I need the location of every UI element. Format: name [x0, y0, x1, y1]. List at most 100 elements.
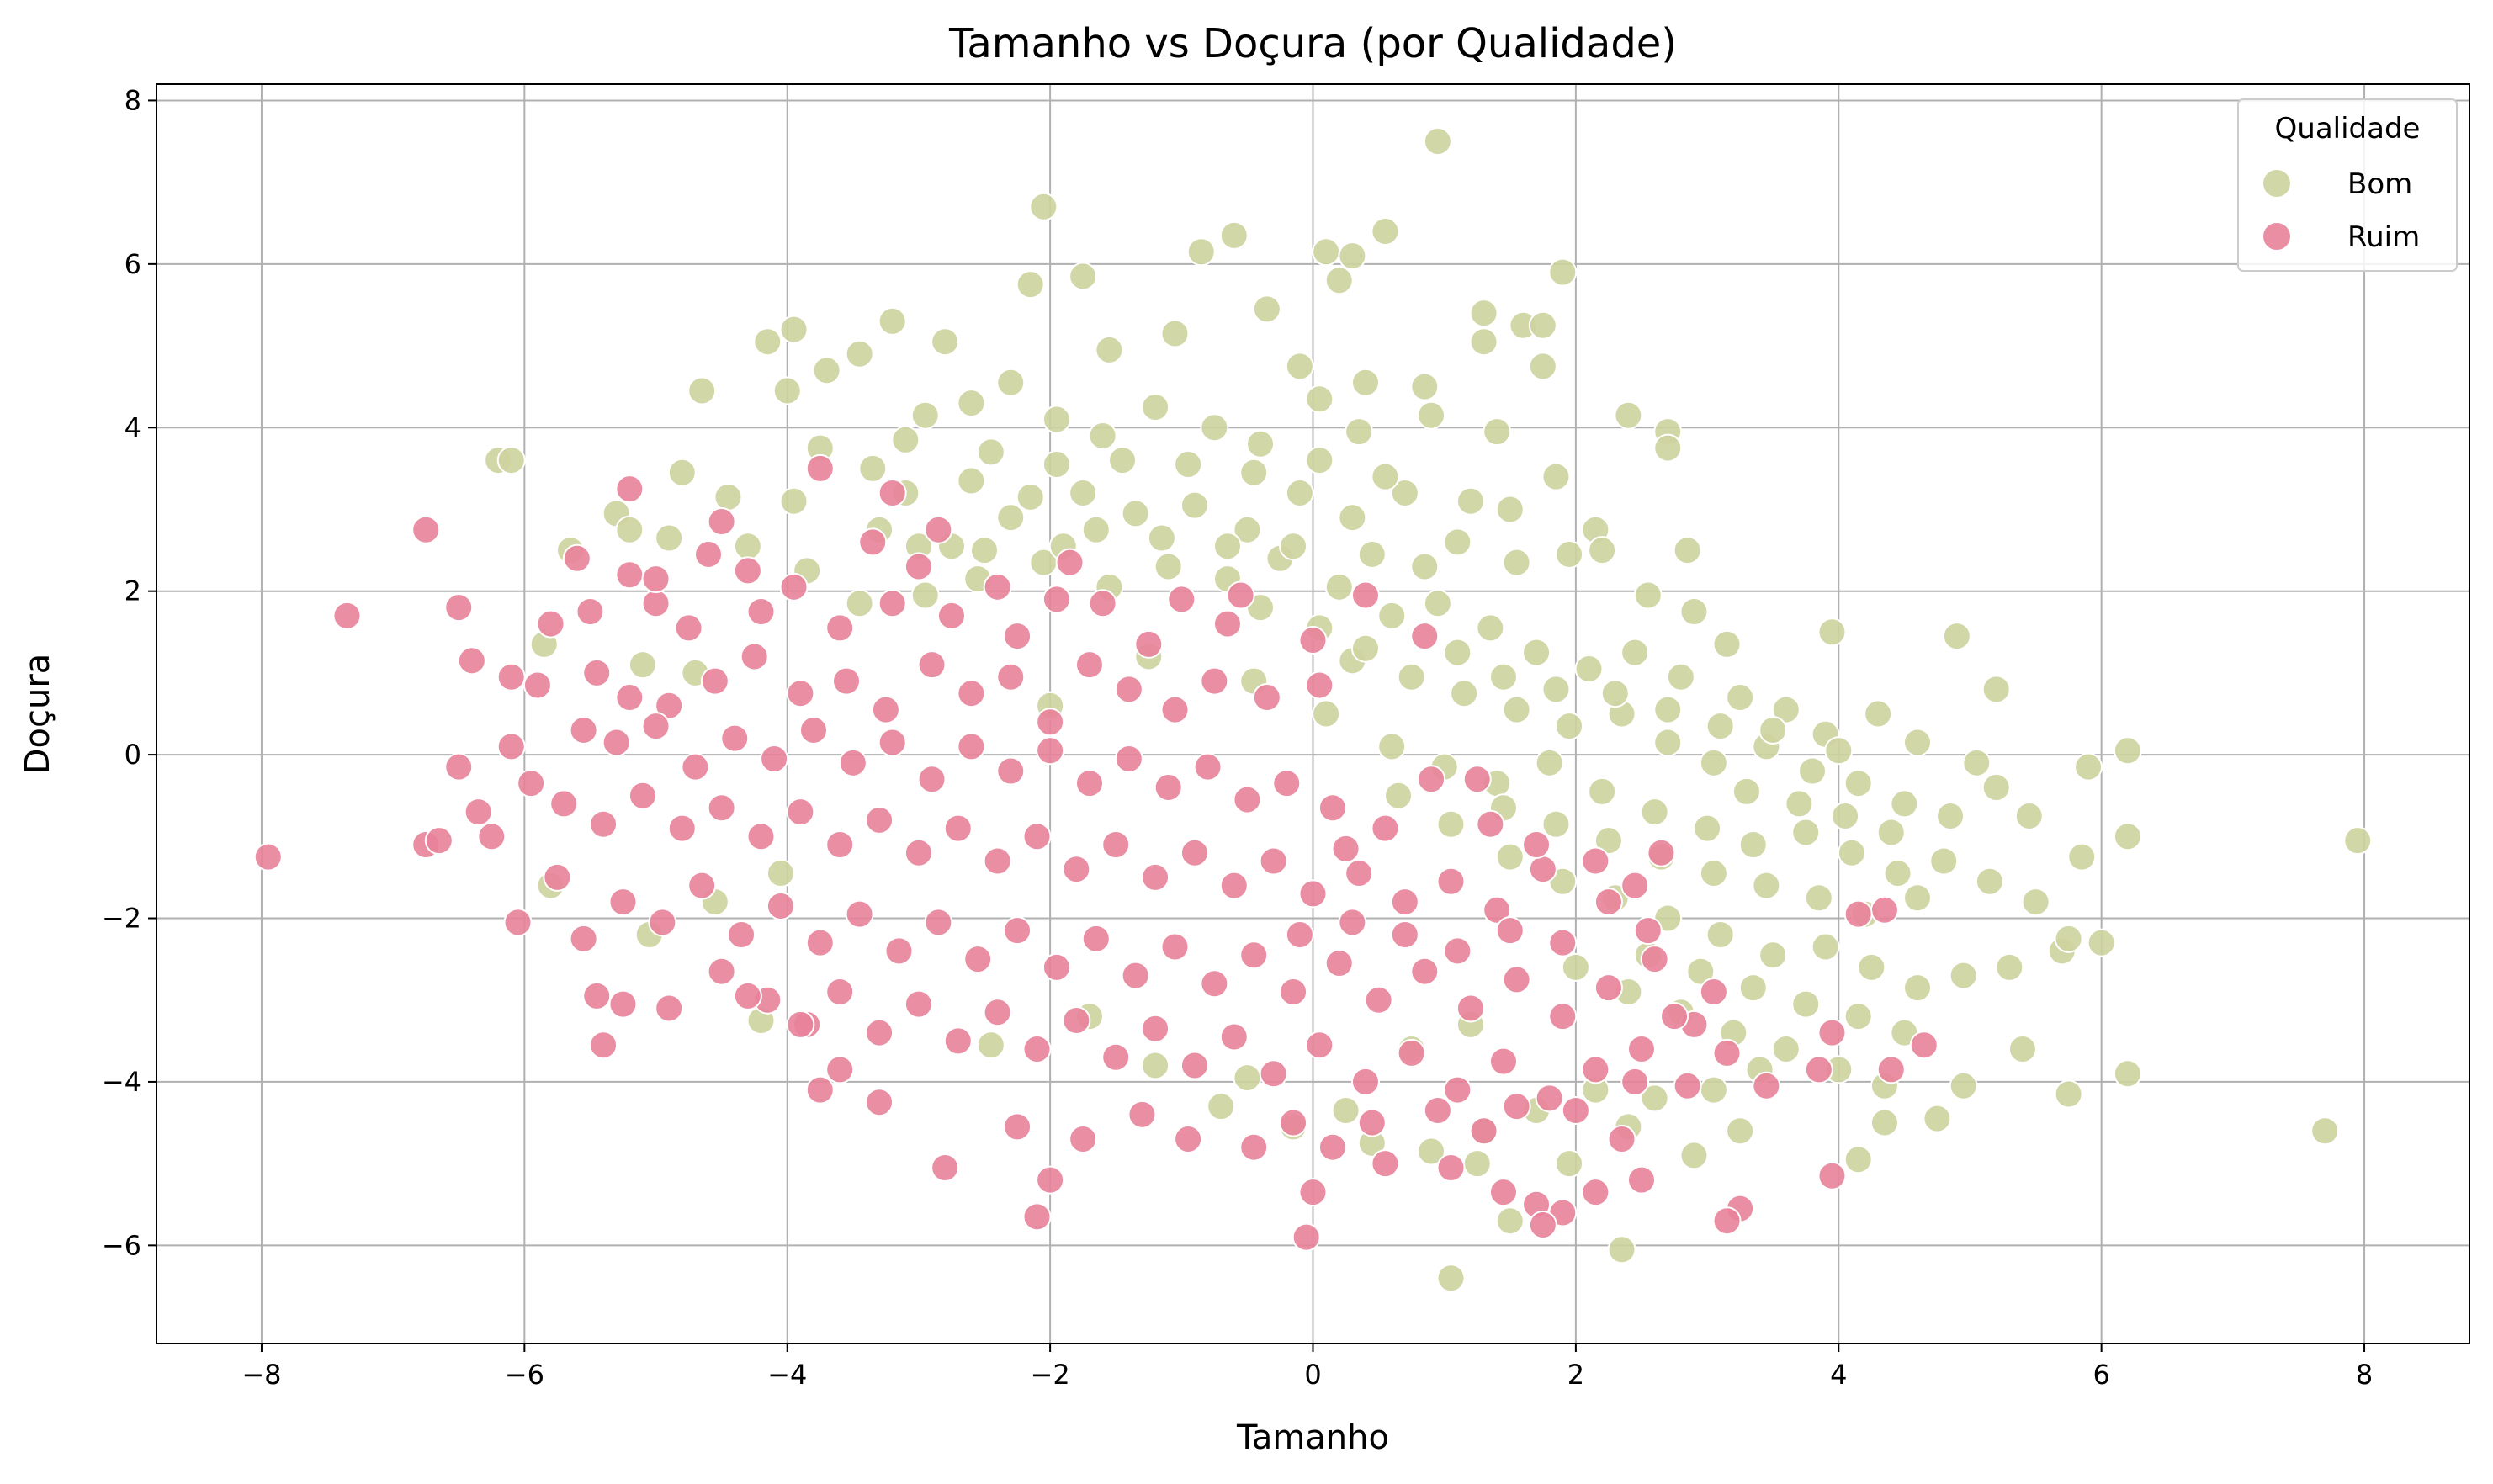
data-point [1219, 220, 1249, 250]
data-point [996, 503, 1026, 533]
data-point [1357, 1108, 1387, 1137]
data-point [1212, 609, 1242, 639]
data-point [1436, 1264, 1466, 1293]
data-point [1752, 1071, 1781, 1100]
legend-label: Bom [2347, 167, 2412, 201]
data-point [1252, 294, 1281, 324]
data-point [1640, 945, 1669, 974]
data-point [1843, 899, 1873, 929]
data-point [589, 809, 618, 839]
data-point [2014, 802, 2044, 831]
data-point [1469, 327, 1498, 357]
data-point [996, 368, 1026, 397]
data-point [996, 662, 1026, 692]
data-point [891, 425, 920, 454]
data-point [464, 798, 493, 827]
data-point [1936, 802, 1965, 831]
data-point [1233, 1063, 1262, 1093]
data-point [648, 908, 677, 937]
data-point [1186, 237, 1216, 267]
data-point [1062, 855, 1091, 884]
data-point [1239, 1132, 1269, 1162]
data-point [1771, 1035, 1801, 1064]
data-point [1548, 1002, 1578, 1031]
data-point [878, 306, 907, 336]
data-point [1876, 818, 1906, 847]
data-point [1561, 952, 1590, 982]
data-point [1594, 826, 1623, 856]
data-point [2054, 1079, 2083, 1109]
data-point [845, 589, 874, 618]
data-point [1121, 499, 1150, 528]
data-point [858, 453, 888, 483]
data-point [805, 1075, 835, 1105]
data-point [1647, 838, 1676, 867]
data-point [746, 596, 776, 626]
data-point [1626, 1035, 1656, 1064]
data-point [628, 650, 657, 680]
data-point [1371, 814, 1400, 843]
data-point [1022, 1035, 1052, 1064]
data-point [1620, 1067, 1650, 1096]
data-point [1555, 539, 1584, 569]
data-point [1305, 1031, 1334, 1060]
data-point [1758, 941, 1788, 970]
data-point [1588, 776, 1617, 806]
data-point [1081, 515, 1111, 544]
data-point [1279, 978, 1308, 1007]
ticks-layer: −8 −6 −4 −2 0 2 4 6 8 −6 −4 −2 0 2 4 6 8 [102, 84, 2373, 1391]
data-point [1673, 536, 1702, 565]
data-point [1791, 989, 1821, 1019]
data-point [496, 662, 526, 692]
data-point [1581, 1178, 1610, 1207]
data-point [1345, 417, 1374, 447]
data-point [1502, 695, 1531, 724]
data-point [1069, 262, 1098, 291]
data-point [1410, 552, 1440, 581]
data-point [1141, 1014, 1170, 1043]
data-point [1443, 1075, 1472, 1105]
data-point [1679, 1141, 1709, 1170]
data-point [707, 793, 736, 823]
data-point [1811, 932, 1840, 962]
data-point [1949, 961, 1978, 990]
data-point [1134, 629, 1164, 659]
data-point [641, 712, 671, 741]
data-point [1817, 617, 1847, 647]
data-point [1942, 622, 1971, 651]
data-point [1594, 973, 1623, 1003]
data-point [1390, 920, 1419, 949]
data-point [2067, 842, 2097, 872]
data-point [1390, 479, 1419, 508]
data-point [1699, 748, 1728, 777]
data-point [924, 515, 953, 544]
legend-marker [2262, 168, 2292, 199]
data-point [1436, 1153, 1466, 1183]
data-point [1699, 978, 1728, 1007]
data-point [1528, 310, 1557, 340]
data-point [1548, 928, 1578, 957]
data-point [1804, 883, 1833, 913]
data-point [655, 691, 684, 720]
data-point [858, 527, 888, 557]
data-point [2074, 752, 2103, 782]
data-point [2113, 1059, 2142, 1089]
data-point [1069, 1124, 1098, 1153]
data-point [674, 613, 703, 643]
data-point [2113, 736, 2142, 766]
data-point [667, 814, 697, 843]
data-point [2343, 826, 2373, 856]
data-point [904, 989, 933, 1019]
data-point [707, 957, 736, 986]
data-point [517, 769, 546, 798]
legend-label: Ruim [2347, 220, 2420, 254]
data-point [1843, 1002, 1873, 1031]
data-point [746, 822, 776, 851]
data-point [1483, 417, 1512, 447]
data-point [878, 589, 907, 618]
data-point [1640, 1084, 1669, 1113]
data-point [1785, 789, 1814, 819]
data-point [1817, 1161, 1847, 1190]
data-point [786, 679, 815, 708]
data-point [1285, 479, 1314, 508]
